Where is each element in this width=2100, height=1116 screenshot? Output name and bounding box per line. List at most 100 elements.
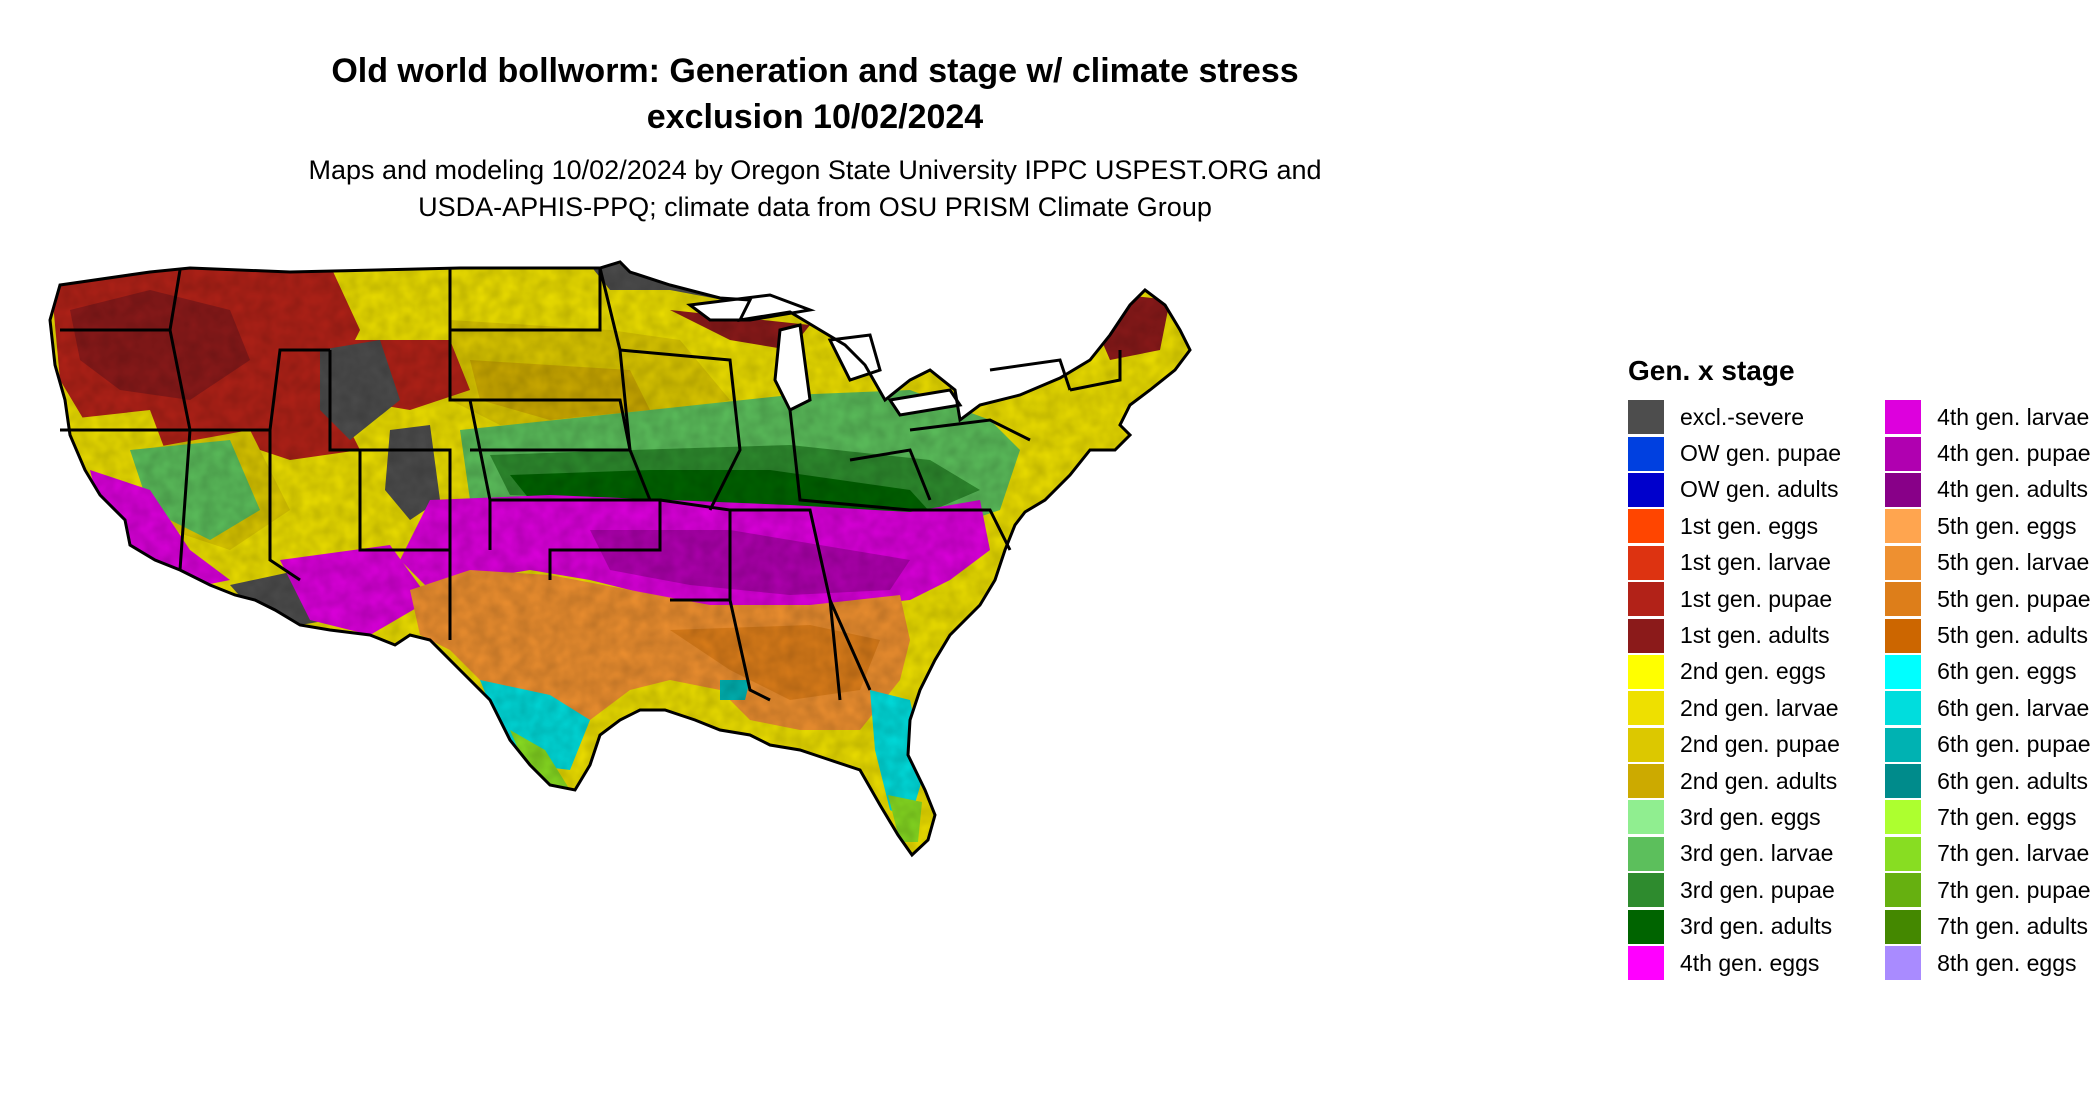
legend-swatch — [1885, 873, 1922, 908]
legend-swatch — [1885, 436, 1922, 471]
border-oh-wv — [849, 448, 932, 501]
border-nd-sd — [450, 268, 602, 332]
legend-item: 4th gen. eggs — [1628, 945, 1841, 981]
legend-item: 6th gen. larvae — [1885, 690, 2090, 726]
legend-swatch — [1628, 946, 1664, 981]
legend-label: 3rd gen. pupae — [1680, 876, 1835, 903]
legend-item: 1st gen. eggs — [1628, 508, 1841, 544]
legend-swatch — [1628, 618, 1664, 653]
legend-label: 2nd gen. pupae — [1680, 731, 1840, 758]
legend-label: OW gen. adults — [1680, 476, 1839, 503]
legend-swatch — [1885, 582, 1922, 617]
legend-swatch — [1628, 764, 1664, 799]
legend-item: 2nd gen. pupae — [1628, 727, 1841, 763]
border-wy-co — [328, 350, 452, 550]
legend-swatch — [1628, 545, 1664, 580]
legend-swatch — [1628, 400, 1664, 435]
legend-item: 4th gen. larvae — [1885, 399, 2090, 435]
legend-swatch — [1885, 618, 1922, 653]
legend-swatch — [1628, 873, 1664, 908]
legend-label: OW gen. pupae — [1680, 440, 1842, 467]
legend-swatch — [1628, 582, 1664, 617]
legend-item: 7th gen. larvae — [1885, 836, 2090, 872]
legend-label: 2nd gen. larvae — [1680, 694, 1839, 721]
texture-overlay — [50, 262, 1190, 855]
stage-regions — [50, 262, 1190, 855]
legend-label: 6th gen. larvae — [1937, 694, 2090, 721]
legend-title: Gen. x stage — [1628, 355, 1795, 386]
legend-item: 6th gen. adults — [1885, 763, 2090, 799]
legend-swatch — [1628, 800, 1664, 835]
legend-item: 6th gen. eggs — [1885, 654, 2090, 690]
lake-erie — [887, 388, 963, 417]
border-ms-la — [728, 599, 771, 702]
legend-label: 5th gen. eggs — [1937, 512, 2077, 539]
subtitle-line-1: Maps and modeling 10/02/2024 by Oregon S… — [308, 155, 1322, 185]
map-title: Old world bollworm: Generation and stage… — [140, 48, 1490, 140]
legend-label: 5th gen. adults — [1937, 622, 2089, 649]
legend-item: 5th gen. eggs — [1885, 508, 2090, 544]
legend-label: 4th gen. larvae — [1937, 403, 2090, 430]
legend-swatch — [1628, 472, 1664, 507]
border-ga-fl — [828, 599, 872, 691]
legend-swatch — [1628, 509, 1664, 544]
legend-item: 3rd gen. larvae — [1628, 836, 1841, 872]
legend-columns: excl.-severe OW gen. pupae OW gen. adults 1… — [1628, 399, 2091, 981]
legend-swatch — [1628, 436, 1664, 471]
legend-item: 3rd gen. eggs — [1628, 799, 1841, 835]
border-ks-ok — [490, 498, 662, 580]
legend-item: 3rd gen. adults — [1628, 908, 1841, 944]
legend-swatch — [1885, 800, 1922, 835]
legend-item: OW gen. pupae — [1628, 435, 1841, 471]
legend-label: 3rd gen. eggs — [1680, 803, 1821, 830]
legend-column-1: excl.-severe OW gen. pupae OW gen. adults 1… — [1628, 399, 1841, 981]
legend-label: 6th gen. adults — [1937, 767, 2089, 794]
title-line-2: exclusion 10/02/2024 — [646, 98, 984, 136]
legend-swatch — [1885, 836, 1922, 871]
legend-swatch — [1885, 727, 1922, 762]
legend-item: OW gen. adults — [1628, 472, 1841, 508]
legend-item: excl.-severe — [1628, 399, 1841, 435]
legend-swatch — [1628, 836, 1664, 871]
border-ca-nv — [60, 428, 192, 571]
legend-swatch — [1885, 400, 1922, 435]
state-borders — [48, 260, 1192, 857]
legend-swatch — [1885, 654, 1922, 689]
legend-swatch — [1885, 946, 1922, 981]
legend-item: 5th gen. pupae — [1885, 581, 2091, 617]
legend-label: 6th gen. eggs — [1937, 658, 2077, 685]
border-pa-ny — [909, 418, 1031, 442]
border-sd-ne — [450, 398, 632, 451]
legend-label: 1st gen. pupae — [1680, 585, 1833, 612]
legend-item: 2nd gen. eggs — [1628, 654, 1841, 690]
legend-label: 4th gen. eggs — [1680, 949, 1820, 976]
legend-label: 6th gen. pupae — [1937, 731, 2091, 758]
legend-label: 4th gen. adults — [1937, 476, 2089, 503]
legend-item: 5th gen. adults — [1885, 617, 2090, 653]
border-va-nc — [910, 508, 1012, 551]
border-ny-new-england — [989, 358, 1072, 391]
legend-label: 1st gen. adults — [1680, 622, 1830, 649]
legend-label: 5th gen. pupae — [1937, 585, 2091, 612]
border-mo-ar — [659, 498, 732, 602]
legend-swatch — [1885, 764, 1922, 799]
legend-label: 2nd gen. adults — [1680, 767, 1838, 794]
legend-swatch — [1885, 472, 1922, 507]
border-wi-il — [619, 348, 742, 511]
legend-swatch — [1628, 691, 1664, 726]
legend-label: 1st gen. larvae — [1680, 549, 1831, 576]
legend-label: 4th gen. pupae — [1937, 440, 2091, 467]
legend-label: 5th gen. larvae — [1937, 549, 2090, 576]
subtitle-line-2: USDA-APHIS-PPQ; climate data from OSU PR… — [418, 192, 1212, 222]
border-new-england — [1069, 350, 1122, 392]
legend-item: 7th gen. adults — [1885, 908, 2090, 944]
legend-swatch — [1885, 909, 1922, 944]
legend-label: 8th gen. eggs — [1937, 949, 2077, 976]
title-line-1: Old world bollworm: Generation and stage… — [331, 52, 1299, 90]
legend-item: 7th gen. eggs — [1885, 799, 2090, 835]
legend-item: 5th gen. larvae — [1885, 545, 2090, 581]
legend-swatch — [1885, 509, 1922, 544]
legend-item: 4th gen. pupae — [1885, 435, 2091, 471]
legend-label: 7th gen. eggs — [1937, 803, 2077, 830]
legend-label: 1st gen. eggs — [1680, 512, 1819, 539]
